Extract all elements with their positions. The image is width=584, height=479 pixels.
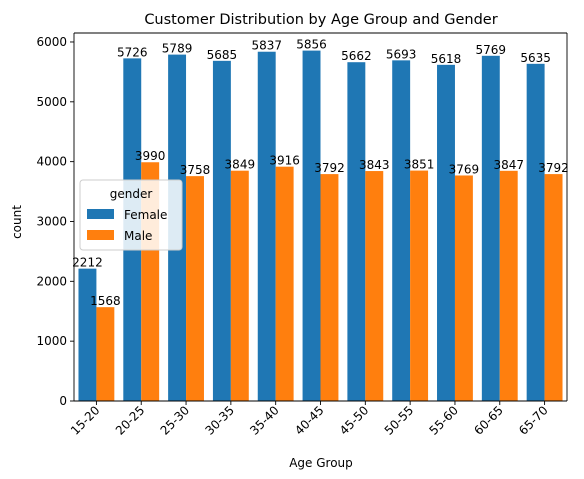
legend-title: gender	[110, 187, 153, 201]
data-label: 3916	[269, 154, 300, 168]
data-label: 5837	[251, 39, 282, 53]
bar-male	[365, 171, 384, 401]
y-axis-label: count	[10, 205, 24, 239]
y-tick-label: 4000	[36, 155, 67, 169]
bar-male	[230, 170, 249, 401]
data-label: 3849	[225, 158, 256, 172]
bar-male	[499, 170, 518, 401]
legend-label-female: Female	[124, 208, 167, 222]
data-label: 3843	[359, 158, 390, 172]
x-tick-label: 50-55	[382, 403, 417, 438]
y-tick-label: 2000	[36, 274, 67, 288]
data-label: 5856	[296, 38, 327, 52]
y-tick-label: 1000	[36, 334, 67, 348]
bar-female	[347, 62, 366, 401]
y-tick-label: 0	[59, 394, 67, 408]
bar-male	[275, 166, 294, 401]
data-label: 3758	[180, 163, 211, 177]
bar-male	[186, 176, 204, 401]
x-tick-label: 65-70	[516, 403, 551, 438]
data-label: 3792	[538, 161, 569, 175]
x-tick-label: 35-40	[247, 403, 282, 438]
bar-male	[454, 175, 473, 401]
x-tick-label: 20-25	[113, 403, 148, 438]
data-label: 5662	[341, 49, 372, 63]
x-tick-label: 45-50	[337, 403, 372, 438]
data-label: 3990	[135, 149, 166, 163]
legend-swatch-male	[87, 230, 114, 240]
x-tick-label: 55-60	[427, 403, 462, 438]
data-label: 2212	[72, 256, 103, 270]
legend-swatch-female	[87, 209, 114, 219]
bar-male	[96, 307, 115, 401]
bar-female	[212, 60, 231, 401]
x-tick-label: 15-20	[68, 403, 103, 438]
data-label: 5685	[207, 48, 238, 62]
bar-male	[410, 170, 429, 401]
y-tick-label: 5000	[36, 95, 67, 109]
legend: gender Female Male	[79, 179, 183, 251]
data-label: 5769	[476, 43, 507, 57]
data-label: 5635	[520, 51, 551, 65]
legend-label-male: Male	[124, 229, 152, 243]
x-axis-label: Age Group	[289, 456, 353, 470]
data-label: 5618	[431, 52, 462, 66]
y-tick-label: 6000	[36, 35, 67, 49]
bar-male	[544, 174, 563, 401]
plot-area: 2212 5726 5789 5685 5837 5856 5662 5693 5618 5769…	[36, 32, 569, 438]
x-tick-label: 40-45	[292, 403, 327, 438]
bar-female	[392, 60, 411, 401]
bar-female	[526, 63, 545, 402]
bar-female	[257, 51, 276, 402]
x-tick-label: 60-65	[471, 403, 506, 438]
data-label: 1568	[90, 294, 121, 308]
x-tick-label: 25-30	[158, 403, 193, 438]
x-tick-label: 30-35	[202, 403, 237, 438]
y-tick-label: 3000	[36, 214, 67, 228]
data-label: 5693	[386, 47, 417, 61]
data-label: 5789	[162, 42, 193, 56]
bar-female	[437, 64, 455, 401]
data-label: 3851	[404, 158, 435, 172]
bar-female	[302, 50, 321, 401]
data-label: 5726	[117, 45, 148, 59]
data-label: 3847	[493, 158, 524, 172]
bar-male	[320, 174, 339, 401]
data-label: 3769	[449, 162, 480, 176]
bar-female	[78, 268, 97, 401]
chart-title: Customer Distribution by Age Group and G…	[144, 12, 497, 28]
bar-female	[481, 55, 500, 402]
data-label: 3792	[314, 161, 345, 175]
